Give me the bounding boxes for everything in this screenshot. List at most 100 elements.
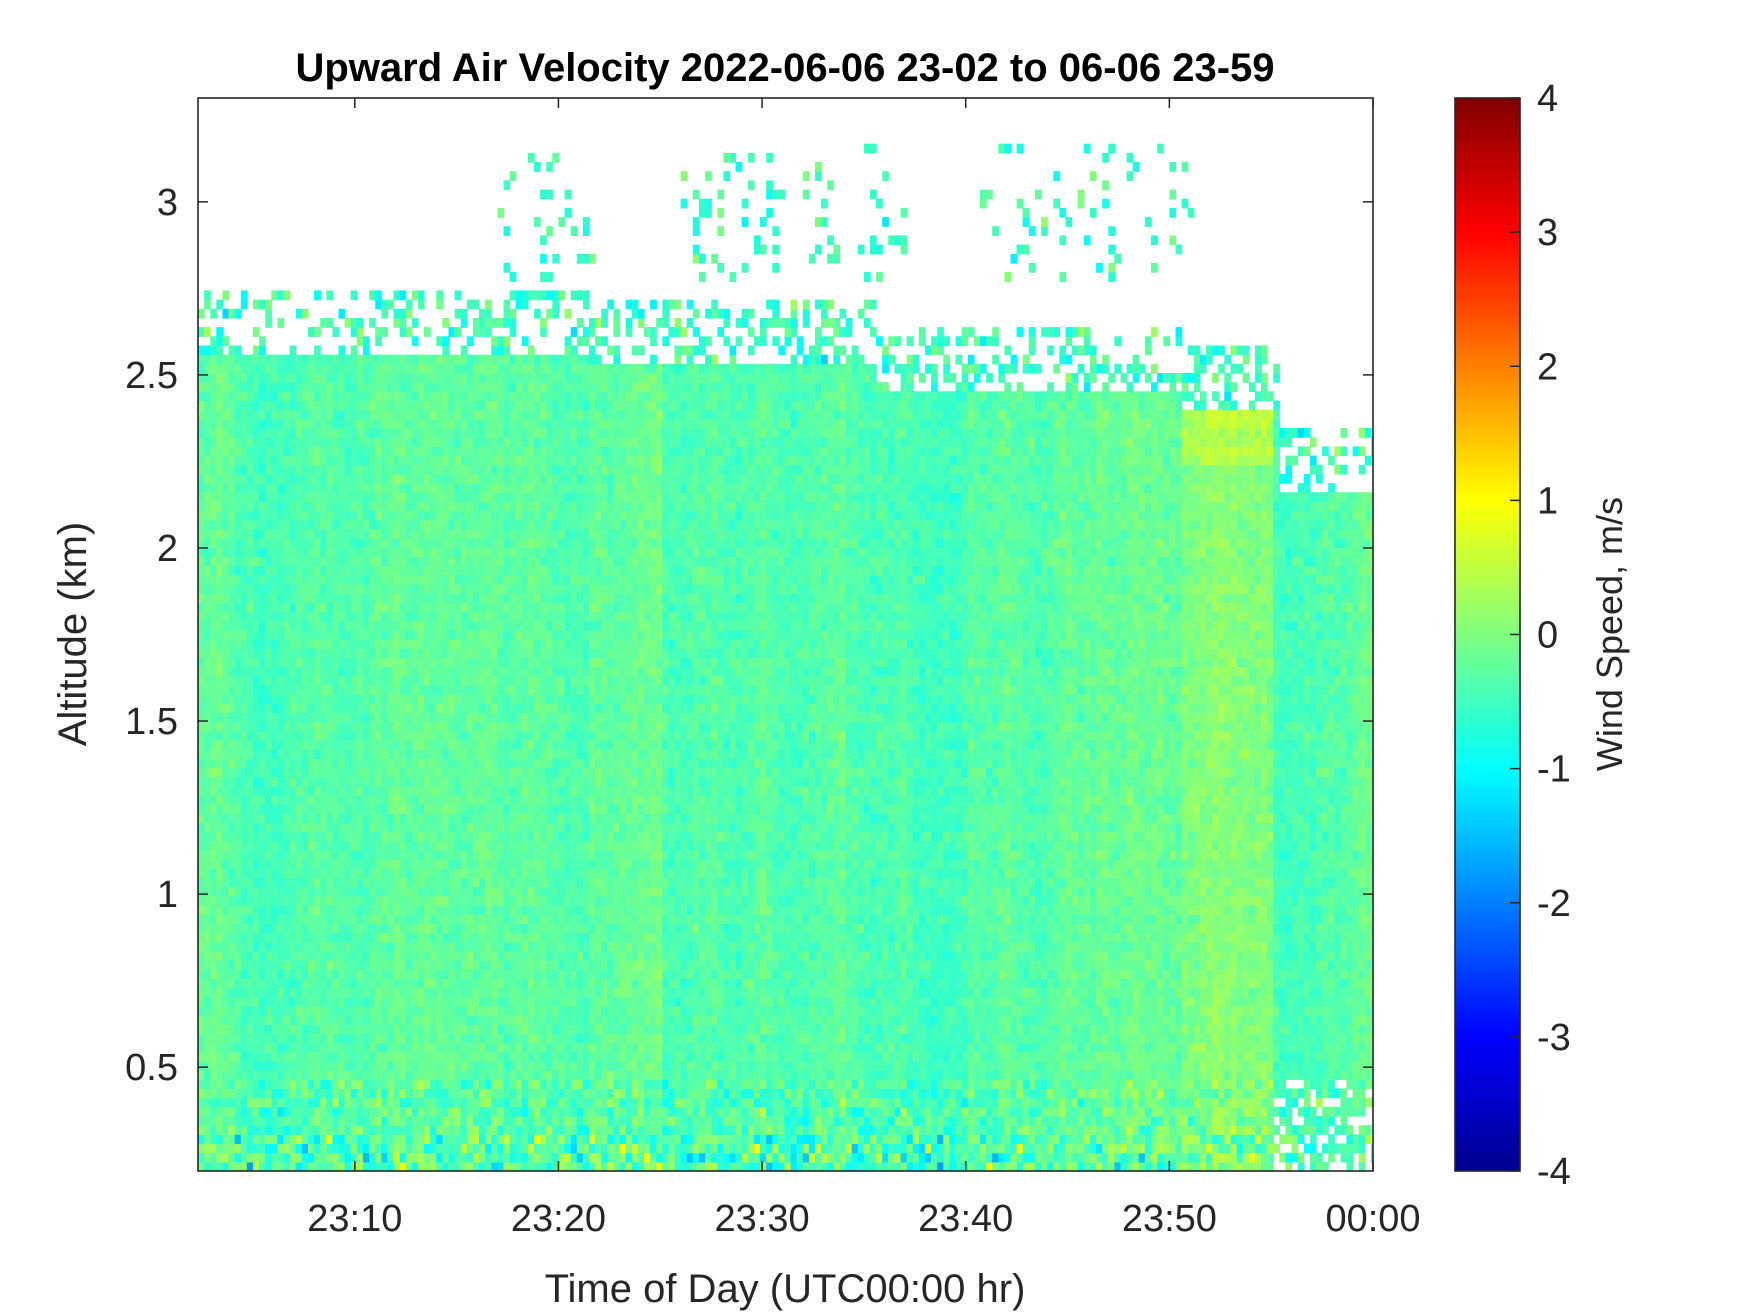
- heatmap-cell: [430, 1116, 437, 1126]
- heatmap-cell: [295, 877, 303, 888]
- heatmap-cell: [448, 373, 456, 383]
- heatmap-cell: [472, 611, 480, 622]
- heatmap-cell: [405, 1005, 413, 1016]
- heatmap-cell: [216, 730, 223, 741]
- heatmap-cell: [491, 730, 498, 741]
- heatmap-cell: [436, 1152, 443, 1163]
- heatmap-cell: [479, 886, 486, 897]
- heatmap-cell: [399, 1015, 407, 1025]
- heatmap-cell: [436, 804, 443, 814]
- heatmap-cell: [216, 528, 223, 539]
- heatmap-cell: [381, 831, 388, 842]
- heatmap-cell: [356, 1079, 364, 1090]
- heatmap-cell: [399, 483, 407, 493]
- heatmap-cell: [301, 519, 309, 530]
- heatmap-cell: [295, 437, 303, 447]
- heatmap-cell: [350, 1015, 358, 1025]
- heatmap-cell: [204, 941, 211, 952]
- heatmap-cell: [503, 593, 511, 603]
- heatmap-cell: [308, 354, 315, 365]
- heatmap-cell: [485, 602, 492, 613]
- heatmap-cell: [527, 969, 535, 979]
- heatmap-cell: [240, 382, 248, 392]
- heatmap-cell: [283, 831, 291, 842]
- heatmap-cell: [399, 318, 407, 328]
- heatmap-cell: [356, 905, 364, 915]
- heatmap-cell: [362, 428, 370, 438]
- heatmap-cell: [497, 538, 505, 548]
- heatmap-cell: [417, 895, 425, 906]
- heatmap-cell: [314, 1060, 321, 1071]
- heatmap-cell: [362, 382, 370, 392]
- heatmap-cell: [405, 308, 413, 319]
- heatmap-cell: [216, 1024, 223, 1034]
- heatmap-cell: [253, 749, 260, 759]
- heatmap-cell: [527, 1005, 535, 1016]
- heatmap-cell: [308, 483, 315, 493]
- heatmap-cell: [253, 859, 260, 869]
- heatmap-cell: [430, 850, 437, 860]
- heatmap-cell: [210, 794, 217, 805]
- heatmap-cell: [369, 657, 376, 668]
- heatmap-cell: [289, 1161, 297, 1171]
- heatmap-cell: [308, 363, 315, 374]
- heatmap-cell: [466, 574, 474, 585]
- heatmap-cell: [314, 895, 321, 906]
- heatmap-cell: [198, 1116, 205, 1126]
- heatmap-cell: [198, 428, 205, 438]
- heatmap-cell: [454, 850, 462, 860]
- heatmap-cell: [411, 886, 419, 897]
- heatmap-cell: [436, 721, 443, 732]
- heatmap-cell: [277, 473, 285, 484]
- heatmap-cell: [283, 776, 291, 787]
- heatmap-cell: [442, 574, 450, 585]
- heatmap-cell: [369, 1116, 376, 1126]
- heatmap-cell: [204, 1143, 211, 1154]
- heatmap-cell: [253, 400, 260, 411]
- heatmap-cell: [497, 684, 505, 695]
- heatmap-cell: [308, 492, 315, 502]
- heatmap-cell: [344, 382, 352, 392]
- heatmap-cell: [405, 1134, 413, 1145]
- heatmap-cell: [308, 1015, 315, 1025]
- heatmap-cell: [479, 712, 486, 723]
- heatmap-cell: [424, 969, 431, 979]
- heatmap-cell: [411, 391, 419, 402]
- heatmap-cell: [326, 794, 333, 805]
- heatmap-cell: [509, 1060, 517, 1071]
- heatmap-cell: [253, 1106, 260, 1117]
- heatmap-cell: [350, 868, 358, 879]
- heatmap-cell: [448, 1143, 456, 1154]
- heatmap-cell: [399, 418, 407, 429]
- heatmap-cell: [369, 418, 376, 429]
- heatmap-cell: [399, 1024, 407, 1034]
- heatmap-cell: [356, 391, 364, 402]
- heatmap-cell: [289, 923, 297, 934]
- heatmap-cell: [210, 382, 217, 392]
- heatmap-cell: [472, 987, 480, 998]
- heatmap-cell: [210, 602, 217, 613]
- heatmap-cell: [326, 666, 333, 677]
- heatmap-cell: [424, 1070, 431, 1080]
- heatmap-cell: [344, 978, 352, 989]
- heatmap-cell: [204, 1134, 211, 1145]
- heatmap-cell: [405, 804, 413, 814]
- heatmap-cell: [234, 822, 242, 833]
- heatmap-cell: [362, 373, 370, 383]
- heatmap-cell: [381, 455, 388, 466]
- heatmap-cell: [362, 785, 370, 796]
- heatmap-cell: [509, 1143, 517, 1154]
- heatmap-cell: [234, 363, 242, 374]
- heatmap-cell: [436, 336, 443, 347]
- heatmap-cell: [350, 1116, 358, 1126]
- heatmap-cell: [246, 987, 254, 998]
- heatmap-cell: [332, 1024, 340, 1034]
- heatmap-cell: [216, 877, 223, 888]
- heatmap-cell: [497, 831, 505, 842]
- heatmap-cell: [430, 464, 437, 475]
- heatmap-cell: [332, 1015, 340, 1025]
- heatmap-cell: [350, 354, 358, 365]
- heatmap-cell: [411, 510, 419, 521]
- heatmap-cell: [259, 1015, 266, 1025]
- heatmap-cell: [326, 1106, 333, 1117]
